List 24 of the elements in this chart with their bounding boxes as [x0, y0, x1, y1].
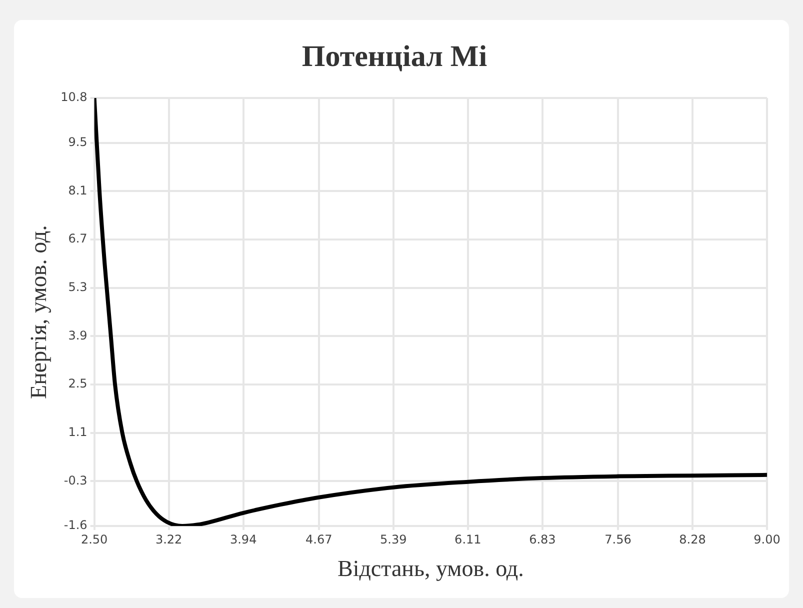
- y-tick-label: 10.8: [60, 90, 88, 104]
- x-tick-label: 8.28: [679, 532, 706, 546]
- x-tick-label: 9.00: [754, 532, 780, 546]
- chart-title: Потенціал Мі: [302, 40, 488, 73]
- y-tick-label: -0.3: [64, 473, 88, 488]
- y-tick-label: -1.6: [64, 518, 88, 532]
- x-tick-label: 5.39: [380, 532, 407, 546]
- x-tick-label: 2.50: [80, 532, 108, 546]
- y-tick-label: 2.5: [68, 376, 88, 391]
- y-tick-label: 8.1: [68, 183, 88, 198]
- y-axis-title: Енергія, умов. од.: [26, 225, 51, 399]
- y-tick-label: 6.7: [68, 232, 88, 246]
- x-axis-title: Відстань, умов. од.: [337, 556, 524, 582]
- y-tick-label: 1.1: [68, 424, 88, 439]
- x-tick-label: 4.67: [306, 532, 332, 546]
- x-tick-label: 6.83: [529, 532, 556, 546]
- y-tick-label: 5.3: [68, 280, 88, 294]
- y-tick-label: 3.9: [68, 328, 88, 342]
- line-series: [94, 98, 767, 526]
- x-tick-label: 6.11: [454, 532, 482, 546]
- x-tick-label: 3.22: [155, 532, 182, 546]
- y-tick-label: 9.5: [68, 134, 88, 149]
- x-tick-label: 7.56: [604, 532, 632, 546]
- x-tick-label: 3.94: [230, 532, 257, 546]
